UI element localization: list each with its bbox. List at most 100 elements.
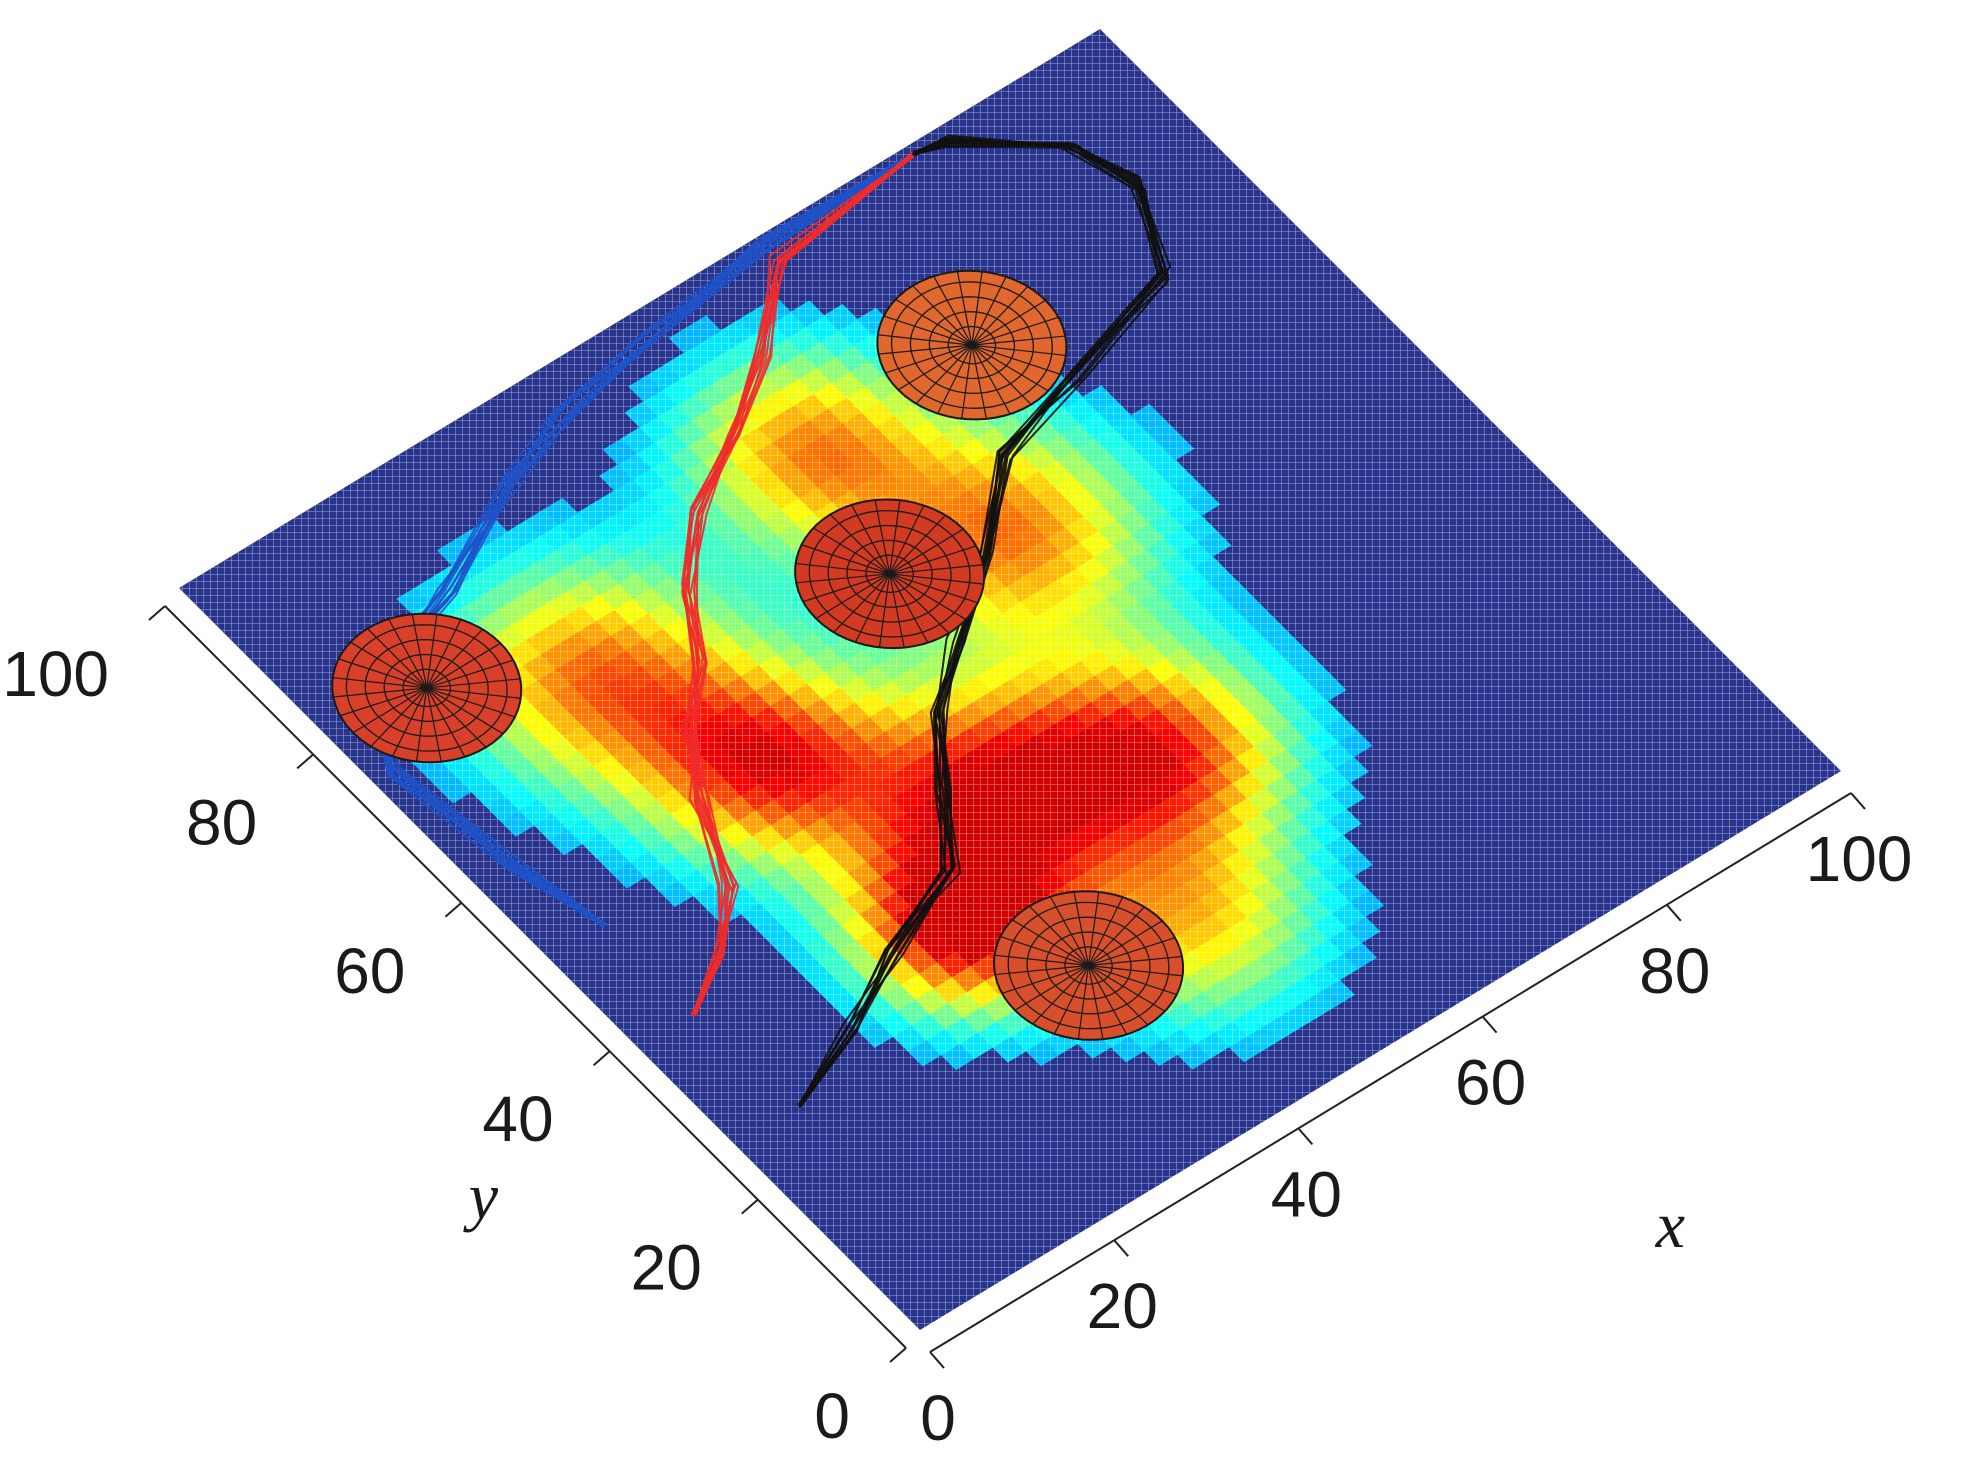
obstacle-spoke (426, 659, 514, 689)
obstacle-spoke (1087, 891, 1100, 966)
obstacle-spoke (1053, 965, 1090, 1035)
trajectory-line (376, 159, 905, 926)
y-tick-label: 0 (814, 1380, 850, 1452)
obstacle-spoke (889, 528, 964, 575)
obstacle-disk (876, 269, 1068, 421)
obstacle-spoke (933, 275, 973, 346)
obstacle-spoke (971, 344, 1066, 357)
obstacle-disk (794, 498, 986, 650)
trajectory-line (379, 158, 904, 925)
x-tick-mark (1850, 792, 1866, 810)
obstacle-spoke (1028, 905, 1089, 966)
obstacle-spoke (889, 573, 905, 648)
obstacle-spoke (1088, 965, 1149, 1026)
obstacle-spoke (1011, 919, 1089, 967)
trajectory-line (797, 143, 1162, 1106)
obstacle-spoke (878, 344, 972, 355)
obstacle-spoke (426, 628, 483, 689)
obstacle-spoke (801, 544, 890, 575)
x-tick-label: 100 (1806, 823, 1913, 895)
obstacle-spoke (912, 285, 973, 346)
obstacle-spoke (971, 299, 1046, 346)
obstacle-spoke (889, 545, 977, 575)
trajectory-bundle (797, 134, 1172, 1108)
obstacle-spoke (971, 344, 1061, 375)
y-axis-title: y (463, 1160, 499, 1233)
x-tick-label: 60 (1455, 1047, 1526, 1119)
y-tick-label: 60 (334, 935, 405, 1007)
obstacle-spoke (426, 678, 521, 689)
x-tick-mark (929, 1351, 945, 1369)
obstacle-spoke (352, 687, 428, 734)
surface-grid-mesh (179, 29, 1841, 1330)
x-tick-label: 80 (1639, 935, 1710, 1007)
obstacle-spoke (1073, 891, 1090, 966)
y-tick-mark (592, 1050, 611, 1066)
obstacle-spoke (796, 573, 890, 584)
obstacle-spoke (1088, 964, 1183, 977)
obstacle-spoke (1088, 965, 1166, 1012)
obstacle-spoke (971, 344, 1049, 392)
obstacle-spoke (426, 687, 516, 718)
y-tick-mark (741, 1198, 759, 1215)
obstacle-spoke (971, 271, 983, 346)
x-tick-label: 20 (1087, 1270, 1158, 1342)
obstacle-spoke (415, 687, 428, 762)
axes: 0 20 40 60 80 100 0 20 40 60 80 100 x y (2, 605, 1913, 1454)
obstacle-spoke (813, 527, 890, 575)
obstacle-spoke (411, 614, 428, 689)
obstacle-spoke (854, 573, 891, 643)
y-tick-label: 80 (186, 786, 257, 858)
obstacles (331, 269, 1184, 1041)
trajectory-line (369, 160, 907, 927)
obstacle-spoke (897, 344, 973, 391)
obstacle-spoke (1088, 937, 1176, 967)
obstacle-spoke (850, 504, 891, 575)
obstacle-spoke (874, 499, 891, 574)
obstacle-spoke (971, 286, 1029, 346)
x-tick-mark (1666, 904, 1682, 922)
obstacle-spoke (1014, 965, 1089, 1011)
obstacle-spoke (971, 276, 1007, 346)
obstacle-spoke (1088, 906, 1145, 966)
obstacle-spoke (889, 573, 984, 585)
trajectory-line (691, 152, 915, 1014)
trajectory-line (681, 153, 914, 1014)
obstacle-spoke (895, 298, 973, 346)
x-tick-mark (1297, 1127, 1314, 1146)
obstacle-spoke (1049, 896, 1090, 966)
obstacle-spoke (889, 573, 950, 634)
obstacle-spoke (426, 687, 521, 699)
obstacle-spoke (392, 687, 428, 757)
x-tick-label: 0 (920, 1382, 956, 1454)
obstacle-spoke (889, 564, 984, 575)
obstacle-spoke (877, 334, 972, 346)
obstacle-disk (993, 890, 1184, 1041)
trajectory-line (798, 137, 1164, 1106)
y-tick-label: 40 (482, 1083, 553, 1155)
obstacle-spoke (387, 618, 428, 689)
obstacle-spoke (1077, 965, 1090, 1040)
obstacle-spoke (937, 344, 973, 414)
obstacle-spoke (994, 954, 1089, 967)
obstacle-spoke (889, 573, 979, 604)
obstacle-spoke (815, 573, 890, 620)
obstacle-spoke (889, 505, 925, 575)
obstacle-spoke (333, 687, 427, 698)
y-tick-mark (148, 605, 166, 621)
y-tick-mark (889, 1347, 907, 1363)
obstacle-spoke (795, 562, 890, 575)
obstacle-spoke (1087, 965, 1104, 1040)
obstacle-spoke (889, 500, 901, 574)
obstacle-spoke (426, 614, 438, 689)
obstacle-spoke (971, 316, 1059, 346)
obstacle-spoke (426, 687, 442, 762)
obstacle-spoke (1088, 965, 1128, 1035)
obstacle-spoke (370, 687, 428, 747)
x-axis-title: x (1655, 1189, 1685, 1262)
trajectory-bundle (679, 151, 917, 1017)
obstacle-spoke (883, 315, 973, 346)
obstacle-spoke (961, 345, 973, 419)
